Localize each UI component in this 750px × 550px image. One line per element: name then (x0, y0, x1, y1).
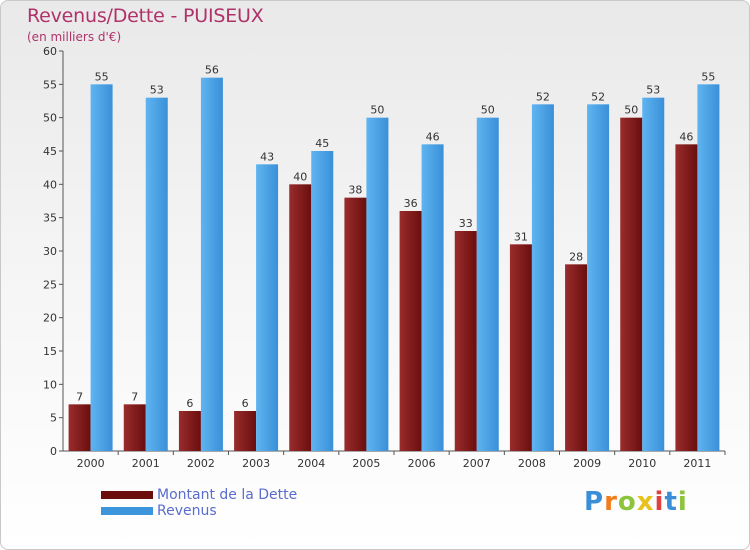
data-label-debt: 38 (348, 184, 362, 197)
bar-debt (289, 184, 312, 452)
data-label-debt: 7 (131, 390, 138, 403)
bar-debt (234, 411, 257, 451)
y-tick-label: 15 (43, 345, 57, 358)
y-tick-label: 35 (43, 212, 57, 225)
legend-swatch-debt (101, 491, 153, 499)
y-tick-label: 25 (43, 278, 57, 291)
data-label-revenue: 55 (95, 70, 109, 83)
bar-debt (675, 144, 698, 452)
bar-revenue (476, 117, 499, 452)
data-label-debt: 6 (186, 397, 193, 410)
x-tick-label: 2001 (132, 457, 160, 470)
data-label-revenue: 55 (701, 70, 715, 83)
data-label-debt: 36 (404, 197, 418, 210)
x-tick-label: 2005 (352, 457, 380, 470)
bar-debt (399, 211, 422, 451)
data-label-debt: 40 (293, 170, 307, 183)
bar-revenue (642, 97, 665, 452)
data-label-revenue: 50 (481, 104, 495, 117)
data-label-debt: 33 (459, 217, 473, 230)
x-tick-label: 2007 (463, 457, 491, 470)
bar-revenue (366, 117, 389, 452)
bar-revenue (256, 164, 279, 452)
data-label-revenue: 50 (370, 104, 384, 117)
data-label-debt: 31 (514, 230, 528, 243)
x-tick-label: 2003 (242, 457, 270, 470)
data-label-revenue: 43 (260, 150, 274, 163)
data-label-debt: 6 (242, 397, 249, 410)
x-tick-label: 2006 (408, 457, 436, 470)
data-label-revenue: 52 (536, 90, 550, 103)
bar-revenue (311, 151, 334, 451)
bar-debt (509, 244, 532, 451)
bar-revenue (145, 97, 168, 452)
bar-debt (68, 404, 91, 451)
data-label-debt: 28 (569, 250, 583, 263)
bar-revenue (200, 77, 223, 452)
bar-revenue (531, 104, 554, 451)
y-tick-label: 10 (43, 378, 57, 391)
data-label-revenue: 46 (426, 130, 440, 143)
y-tick-label: 30 (43, 245, 57, 258)
x-tick-label: 2008 (518, 457, 546, 470)
data-label-revenue: 53 (646, 84, 660, 97)
bar-debt (344, 197, 367, 451)
bar-revenue (587, 104, 610, 451)
bar-debt (123, 404, 146, 451)
chart-subtitle: (en milliers d'€) (27, 30, 122, 44)
legend-label-revenue: Revenus (157, 503, 217, 519)
bar-debt (454, 231, 477, 451)
x-tick-label: 2004 (297, 457, 325, 470)
y-tick-label: 60 (43, 45, 57, 58)
y-tick-label: 20 (43, 312, 57, 325)
bar-debt (620, 117, 643, 452)
legend-label-debt: Montant de la Dette (157, 487, 298, 503)
y-tick-label: 5 (50, 412, 57, 425)
data-label-revenue: 45 (315, 137, 329, 150)
data-label-revenue: 52 (591, 90, 605, 103)
data-label-debt: 46 (679, 130, 693, 143)
bar-revenue (90, 84, 113, 451)
data-label-revenue: 56 (205, 64, 219, 77)
data-label-revenue: 53 (150, 84, 164, 97)
x-tick-label: 2002 (187, 457, 215, 470)
bar-debt (178, 411, 201, 451)
y-tick-label: 55 (43, 78, 57, 91)
x-tick-label: 2000 (77, 457, 105, 470)
x-tick-label: 2009 (573, 457, 601, 470)
data-label-debt: 7 (76, 390, 83, 403)
bar-debt (565, 264, 588, 451)
x-tick-label: 2010 (628, 457, 656, 470)
bar-chart: 0 5 10 15 20 25 30 35 40 45 50 55 60 2000 2001 2002 2003… (43, 45, 726, 470)
y-tick-label: 45 (43, 145, 57, 158)
bar-revenue (697, 84, 720, 451)
data-label-debt: 50 (624, 104, 638, 117)
legend-swatch-revenue (101, 507, 153, 515)
proxiti-logo: Proxiti (584, 487, 688, 517)
y-tick-label: 40 (43, 178, 57, 191)
x-tick-label: 2011 (683, 457, 711, 470)
y-tick-label: 0 (50, 445, 57, 458)
bar-revenue (421, 144, 444, 452)
y-tick-label: 50 (43, 112, 57, 125)
chart-title: Revenus/Dette - PUISEUX (27, 5, 264, 27)
